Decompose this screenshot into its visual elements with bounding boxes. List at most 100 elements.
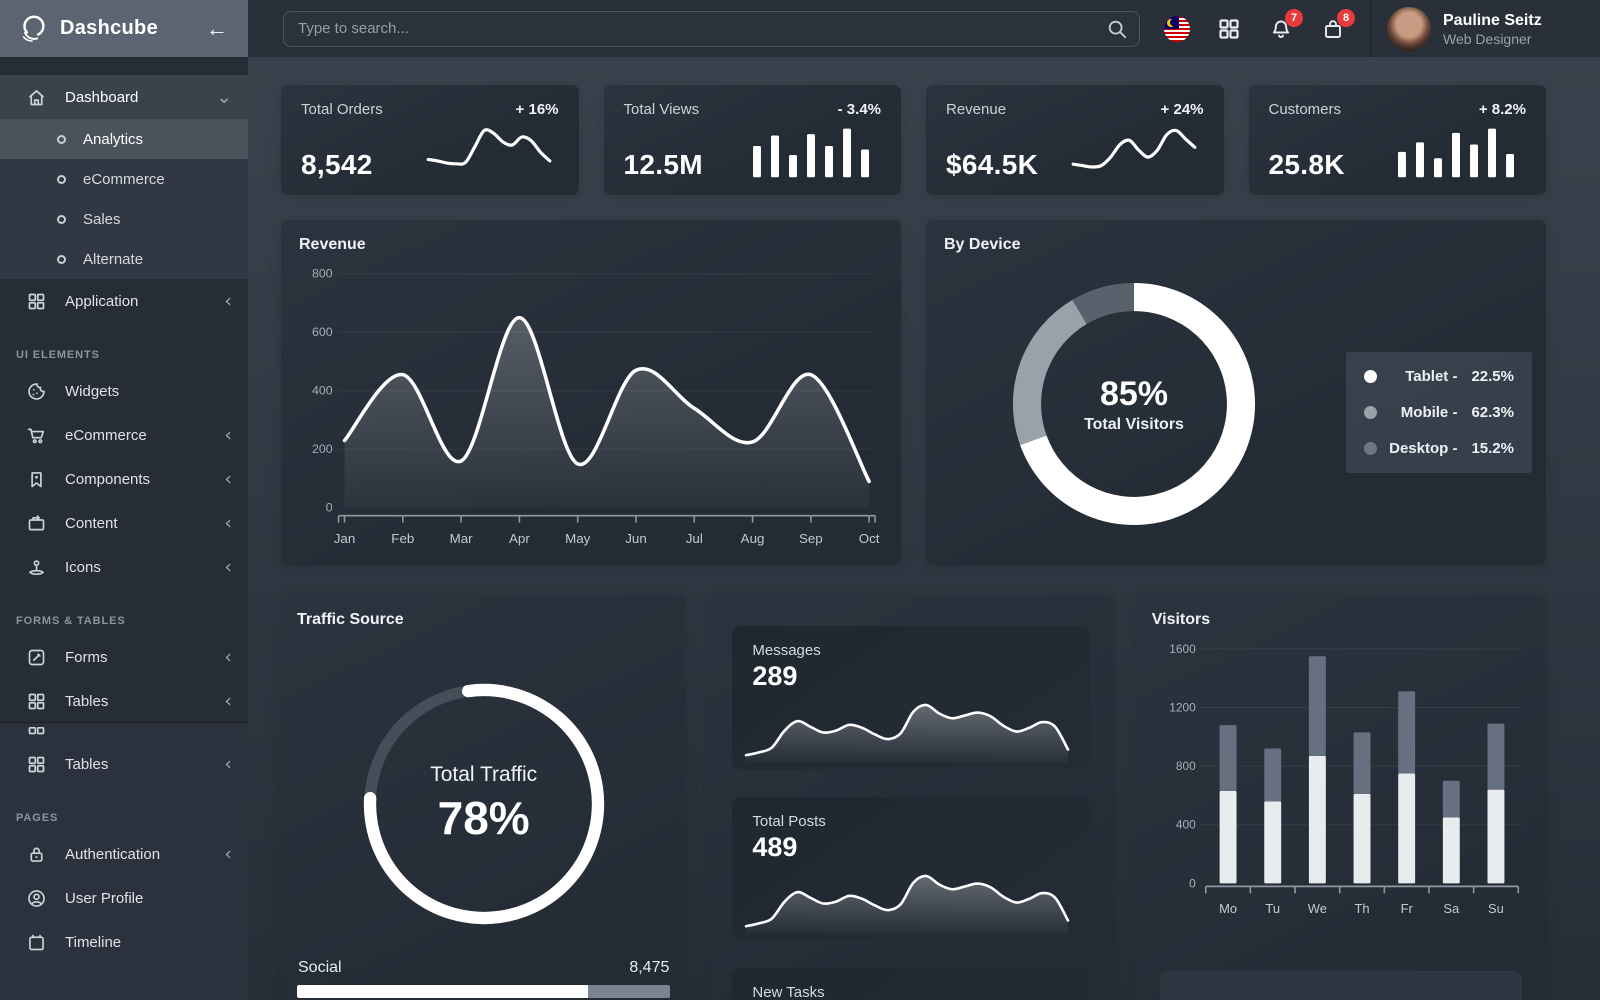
visitors-summary-left: 8,546 (1208, 998, 1293, 1000)
brand-name: Dashcube (60, 17, 158, 39)
search-box (283, 10, 1140, 47)
svg-text:Tu: Tu (1265, 901, 1280, 916)
stat-sparkline (1071, 128, 1196, 169)
svg-text:Feb: Feb (391, 531, 414, 546)
bell-icon (1272, 20, 1290, 38)
sidebar-item-icons[interactable]: Icons ‹ (0, 545, 248, 589)
search-icon[interactable] (1106, 18, 1128, 40)
sidebar-item-ecommerce[interactable]: eCommerce ‹ (0, 413, 248, 457)
svg-text:Apr: Apr (509, 531, 530, 546)
cart-button[interactable]: 8 (1320, 8, 1355, 42)
messages-card: Messages 289 (732, 626, 1090, 769)
bookmark-icon (26, 468, 48, 490)
device-center-value: 85% (1099, 374, 1169, 413)
svg-text:Oct: Oct (859, 531, 880, 546)
legend-row-tablet: Tablet -22.5% (1364, 368, 1514, 385)
social-label: Social (298, 959, 342, 976)
sidebar: Dashcube ← Dashboard ⌄ Analytics eCommerce S… (0, 0, 248, 1000)
cart-icon (26, 424, 48, 446)
sidebar-item-authentication[interactable]: Authentication ‹ (0, 832, 248, 876)
user-menu[interactable]: Pauline Seitz Web Designer (1371, 0, 1562, 57)
language-flag-button[interactable] (1164, 15, 1190, 42)
timeline-icon (26, 931, 48, 953)
cookie-icon (26, 380, 48, 402)
search-input[interactable] (283, 10, 1140, 47)
sidebar-item-application[interactable]: Application ‹ (0, 279, 248, 323)
chevron-left-icon: ‹ (224, 289, 232, 312)
topbar-divider (1370, 0, 1371, 57)
stat-value: 12.5M (623, 149, 703, 180)
topbar-icons: 7 8 (1164, 8, 1355, 42)
legend-dot-icon (1364, 442, 1377, 455)
sidebar-subitem-alternate[interactable]: Alternate (0, 239, 248, 279)
sidebar-item-components[interactable]: Components ‹ (0, 457, 248, 501)
sidebar-item-content[interactable]: Content ‹ (0, 501, 248, 545)
grid-icon (26, 753, 48, 775)
bullet-icon (57, 174, 66, 184)
svg-text:Sa: Sa (1443, 901, 1460, 916)
traffic-center-label: Total Traffic (430, 763, 538, 786)
sidebar-item-tables[interactable]: Tables ‹ (0, 679, 248, 723)
sidebar-collapse-button[interactable]: ← (206, 15, 228, 41)
content-icon (26, 512, 48, 534)
brand-bar: Dashcube ← (0, 0, 248, 57)
stat-label: Total Views (623, 101, 700, 118)
svg-text:Su: Su (1488, 901, 1504, 916)
sidebar-item-dashboard[interactable]: Dashboard ⌄ (0, 75, 248, 119)
svg-text:400: 400 (1176, 818, 1196, 832)
sidebar-subitem-ecommerce[interactable]: eCommerce (0, 159, 248, 199)
visitors-chart: 0 400 800 1200 1600 Mo Tu We Th Fr Sa Su (1169, 642, 1523, 916)
svg-text:400: 400 (312, 384, 333, 398)
sidebar-item-timeline[interactable]: Timeline (0, 920, 248, 964)
cart-badge: 8 (1337, 8, 1355, 27)
svg-text:Mo: Mo (1219, 901, 1237, 916)
revenue-title: Revenue (299, 236, 366, 253)
visitors-summary-right: 3,723 (1389, 998, 1474, 1000)
user-icon (26, 887, 48, 909)
stat-card-total-views: Total Views - 3.4% 12.5M (603, 85, 901, 195)
svg-text:Jan: Jan (334, 531, 356, 546)
messages-value: 289 (752, 661, 798, 691)
plant-icon (26, 556, 48, 578)
sidebar-menu-upper: Dashboard ⌄ Analytics eCommerce Sales Alterna… (0, 57, 248, 723)
stat-card-customers: Customers + 8.2% 25.8K (1248, 85, 1546, 195)
apps-grid-button[interactable] (1216, 16, 1242, 42)
svg-text:1200: 1200 (1169, 701, 1196, 715)
user-name: Pauline Seitz (1443, 11, 1542, 29)
chevron-left-icon: ‹ (224, 511, 232, 534)
total-posts-sparkline (745, 874, 1070, 934)
section-heading-pages: PAGES (16, 812, 59, 824)
svg-text:Jun: Jun (625, 531, 647, 546)
visitors-summary-card: 8,546 3,723 (1159, 971, 1522, 1000)
stat-sparkline (1398, 128, 1514, 178)
sidebar-item-forms[interactable]: Forms ‹ (0, 635, 248, 679)
sidebar-item-user-profile[interactable]: User Profile (0, 876, 248, 920)
stat-delta: + 8.2% (1478, 101, 1526, 118)
stat-delta: + 24% (1160, 101, 1204, 118)
section-heading-forms-tables: FORMS & TABLES (16, 615, 126, 627)
revenue-chart: 0 200 400 600 800 Jan Feb Mar Apr May Jun Jul Aug Sep… (312, 267, 880, 547)
sidebar-subitem-sales[interactable]: Sales (0, 199, 248, 239)
grid-icon (26, 290, 48, 312)
svg-text:0: 0 (326, 501, 333, 515)
sidebar-subitem-analytics[interactable]: Analytics (0, 119, 248, 159)
svg-text:Aug: Aug (741, 531, 765, 546)
traffic-ring: Total Traffic 78% (351, 671, 617, 937)
sidebar-item-widgets[interactable]: Widgets (0, 369, 248, 413)
malaysia-flag-icon (1164, 15, 1190, 42)
svg-text:Th: Th (1354, 901, 1369, 916)
stat-card-revenue: Revenue + 24% $64.5K (926, 85, 1224, 195)
sidebar-item-tables[interactable]: Tables ‹ (0, 742, 248, 786)
social-progress-fill (297, 985, 589, 998)
bullet-icon (57, 214, 66, 224)
chevron-left-icon: ‹ (224, 423, 232, 446)
avatar[interactable] (1387, 6, 1431, 51)
stat-value: 25.8K (1268, 149, 1345, 180)
legend-row-mobile: Mobile -62.3% (1364, 404, 1514, 421)
messages-sparkline (745, 703, 1070, 763)
device-legend: Tablet -22.5% Mobile -62.3% Desktop -15.2% (1346, 352, 1532, 473)
stat-sparkline (753, 128, 869, 178)
notifications-button[interactable]: 7 (1268, 8, 1303, 42)
stat-value: 8,542 (301, 149, 373, 180)
